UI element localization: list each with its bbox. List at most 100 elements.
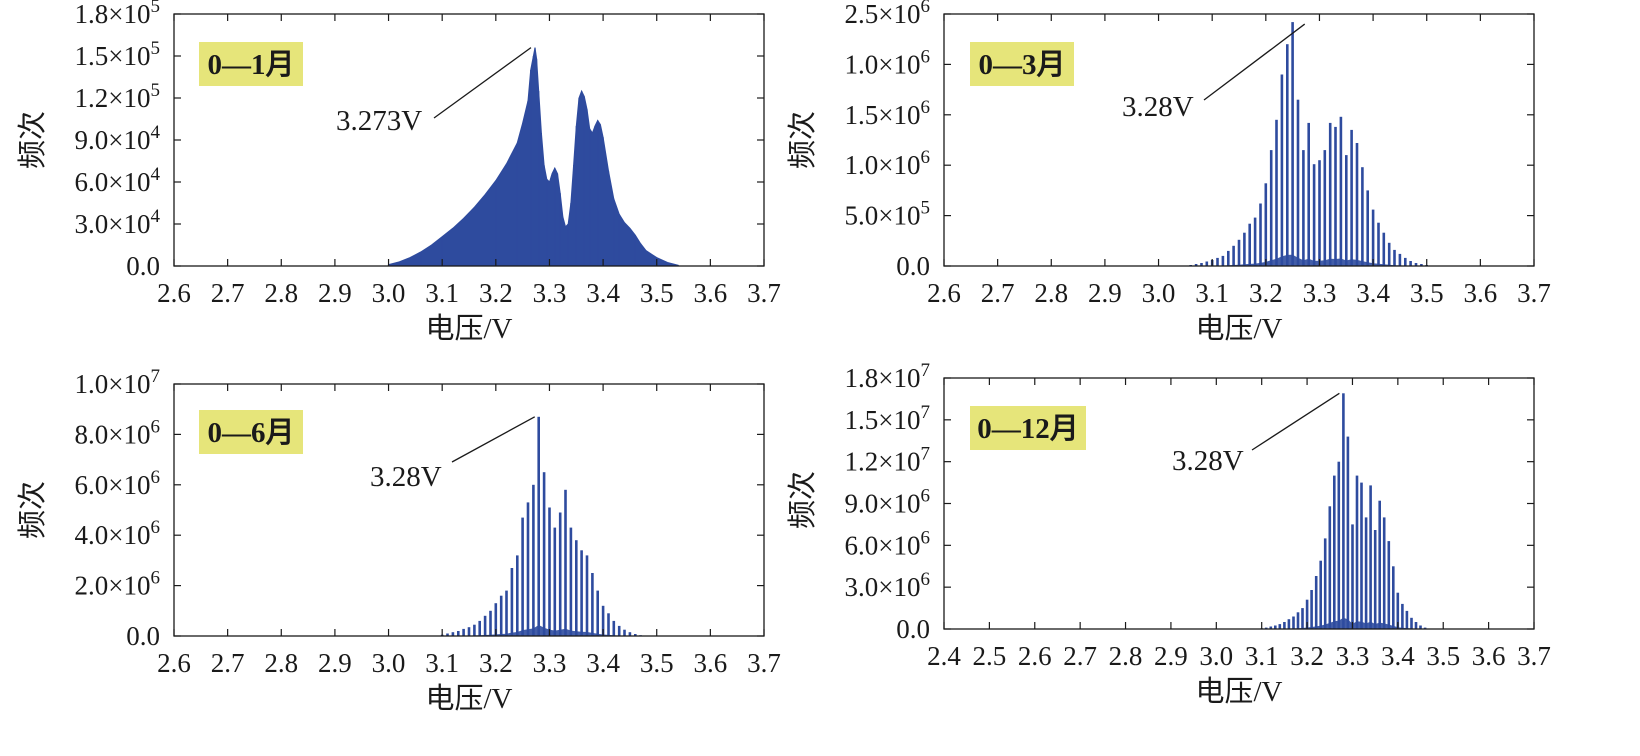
bar	[451, 632, 455, 636]
bar	[1364, 517, 1368, 629]
x-tick-label: 2.9	[318, 278, 352, 308]
bar	[543, 165, 545, 266]
x-axis-label: 电压/V	[425, 682, 512, 715]
x-tick-label: 3.2	[1249, 278, 1283, 308]
bar	[623, 222, 626, 266]
bar	[1346, 436, 1350, 629]
bar	[1291, 22, 1294, 266]
y-tick-mantissa: 0.0	[126, 251, 160, 281]
bar	[1377, 222, 1380, 266]
y-tick-exponent: 6	[921, 46, 931, 67]
y-tick-label: 4.0×106	[75, 517, 160, 550]
bar	[628, 632, 632, 636]
bar	[1221, 255, 1225, 266]
y-tick-label: 6.0×106	[845, 527, 930, 560]
bar	[1314, 576, 1318, 629]
x-tick-label: 2.8	[1034, 278, 1068, 308]
bar	[452, 228, 454, 266]
y-tick-exponent: 5	[151, 80, 161, 101]
bar	[505, 590, 508, 636]
bar	[446, 633, 449, 636]
bar	[510, 568, 514, 636]
y-tick-mantissa: 1.2×10	[845, 447, 921, 477]
y-tick-exponent: 7	[921, 444, 931, 465]
bar	[1280, 74, 1284, 266]
y-axis-label: 频次	[786, 111, 819, 169]
y-tick-mantissa: 1.8×10	[845, 363, 921, 393]
y-tick-label: 9.0×104	[75, 122, 161, 155]
bar	[1387, 541, 1391, 629]
x-tick-label: 3.2	[479, 278, 513, 308]
x-tick-label: 2.5	[973, 641, 1007, 671]
bar	[484, 194, 486, 266]
x-tick-label: 3.5	[640, 278, 674, 308]
annotation-leader	[451, 416, 536, 463]
bar	[580, 550, 583, 636]
y-tick-exponent: 6	[921, 147, 931, 168]
bar	[548, 507, 551, 636]
bar	[569, 527, 573, 636]
period-label: 0—3月	[978, 49, 1065, 81]
bar	[1334, 126, 1337, 267]
bar	[645, 250, 647, 266]
x-tick-label: 3.6	[693, 648, 727, 678]
y-tick-label: 2.0×106	[75, 568, 160, 601]
bar	[585, 555, 589, 636]
bar	[1396, 592, 1400, 629]
bar	[1414, 263, 1418, 266]
bar	[494, 603, 498, 636]
x-tick-label: 3.0	[1199, 641, 1233, 671]
bar	[462, 628, 465, 636]
x-tick-label: 3.4	[1381, 641, 1415, 671]
bar	[532, 484, 535, 636]
y-tick-exponent: 7	[921, 402, 931, 423]
bar	[1237, 239, 1241, 266]
bar	[530, 70, 532, 266]
x-tick-label: 3.6	[693, 278, 727, 308]
bar	[629, 228, 631, 266]
bar	[597, 120, 599, 267]
x-tick-label: 2.7	[1063, 641, 1097, 671]
bar	[1205, 261, 1209, 266]
bar	[537, 416, 540, 636]
y-axis-label: 频次	[16, 481, 49, 539]
bar	[1274, 625, 1277, 629]
annotation-label: 3.273V	[336, 105, 422, 137]
x-tick-label: 3.4	[586, 648, 620, 678]
bar	[1382, 232, 1386, 266]
period-label: 0—6月	[207, 417, 294, 449]
bar	[551, 173, 553, 266]
bar	[1337, 461, 1341, 629]
bar	[1275, 119, 1278, 266]
bar	[1269, 150, 1273, 266]
y-tick-label: 8.0×106	[75, 416, 160, 449]
bar	[1351, 524, 1354, 629]
bar	[1423, 627, 1427, 629]
bar	[1366, 190, 1369, 266]
plot-frame	[943, 13, 1535, 267]
x-tick-label: 2.8	[264, 648, 298, 678]
bar	[1387, 242, 1391, 266]
bar	[634, 634, 637, 636]
bar	[1371, 209, 1375, 266]
x-axis: 2.6 2.7 2.8 2.9 3.0 3.1 3.2 3.3 3.4 3.5 3.6 3.7	[927, 14, 1551, 308]
bar	[1355, 143, 1359, 266]
annotation-leader	[433, 47, 532, 119]
y-tick-mantissa: 4.0×10	[75, 520, 151, 550]
bar	[1283, 622, 1286, 629]
bar	[1350, 129, 1353, 266]
bar	[559, 193, 561, 266]
bar	[473, 624, 476, 636]
y-tick-mantissa: 1.8×10	[75, 0, 151, 29]
y-tick-mantissa: 1.2×10	[75, 83, 151, 113]
bar	[1319, 560, 1322, 629]
bar	[467, 627, 471, 636]
period-label: 0—1月	[207, 49, 294, 81]
baseline-envelope	[1261, 617, 1426, 629]
bar	[1264, 183, 1268, 266]
bar	[1345, 155, 1348, 266]
y-tick-label: 5.0×105	[845, 198, 930, 231]
x-tick-label: 3.1	[1245, 641, 1279, 671]
y-tick-mantissa: 6.0×10	[75, 167, 151, 197]
annotation-leader	[1203, 23, 1306, 101]
